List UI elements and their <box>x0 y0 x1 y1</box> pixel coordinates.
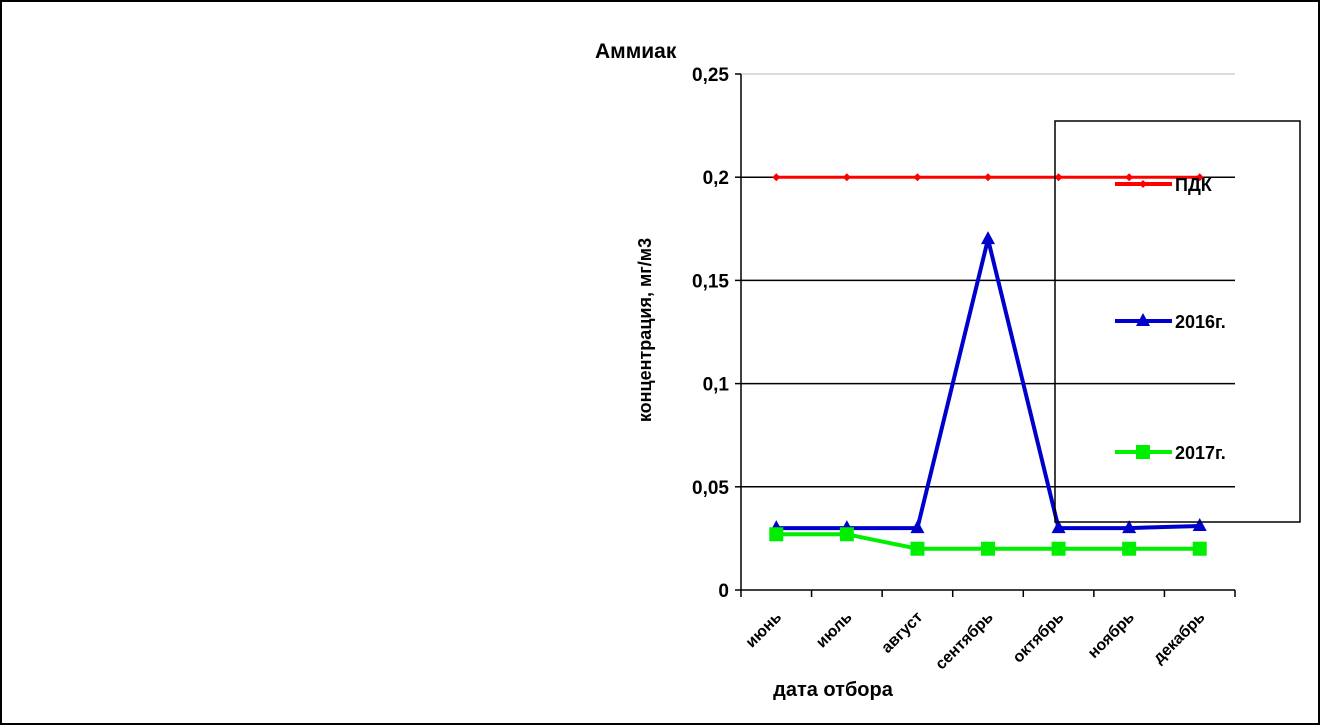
y-tick-label-1: 0,05 <box>692 478 729 499</box>
series-2-point-1 <box>839 527 854 542</box>
y-tick-labels: 0 0,05 0,1 0,15 0,2 0,25 <box>692 65 729 602</box>
y-axis-label: концентрация, мг/м3 <box>635 238 655 422</box>
series-0-point-2 <box>913 173 922 182</box>
series-0-point-3 <box>984 173 992 182</box>
series-0-point-6 <box>1195 173 1204 182</box>
series-0-point-0 <box>772 173 781 182</box>
y-tick-label-4: 0,2 <box>703 168 729 189</box>
x-axis-label: дата отбора <box>773 679 894 701</box>
series-0-point-5 <box>1125 173 1134 182</box>
series-2-point-3 <box>981 541 995 556</box>
series-2-point-5 <box>1122 541 1137 556</box>
series-1-point-5 <box>1122 520 1137 534</box>
y-tick-label-5: 0,25 <box>692 65 729 86</box>
legend-marker-2 <box>1136 445 1150 459</box>
series-1-point-2 <box>910 520 925 534</box>
y-tick-label-3: 0,15 <box>692 271 729 292</box>
legend-label-2: 2017г. <box>1175 443 1226 463</box>
y-tick-label-2: 0,1 <box>703 375 730 396</box>
legend-label-0: ПДК <box>1175 175 1213 195</box>
series-group <box>769 173 1207 556</box>
series-2-point-4 <box>1051 541 1066 556</box>
series-0-point-1 <box>842 173 851 182</box>
legend-marker-0 <box>1139 180 1147 188</box>
legend-box <box>1054 120 1301 523</box>
legend: ПДК 2016г. 2017г. <box>1115 175 1226 463</box>
series-1-point-6 <box>1192 518 1207 532</box>
series-1-point-4 <box>1051 520 1066 534</box>
series-2-point-0 <box>769 527 784 542</box>
legend-marker-1 <box>1136 313 1150 326</box>
axes <box>735 73 1236 597</box>
y-tick-label-0: 0 <box>718 581 729 602</box>
legend-label-1: 2016г. <box>1175 312 1226 332</box>
series-0-point-4 <box>1054 173 1063 182</box>
chart-title: Аммиак <box>595 40 677 63</box>
series-2-point-6 <box>1192 541 1207 556</box>
series-2-point-2 <box>910 541 925 556</box>
series-1-point-3 <box>981 231 995 245</box>
